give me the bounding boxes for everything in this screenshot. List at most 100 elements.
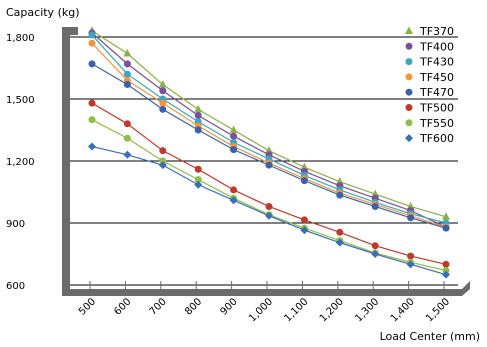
data-point-tf600-800	[194, 180, 203, 189]
data-point-tf470-500	[88, 60, 96, 68]
series-tf550	[88, 116, 450, 275]
legend-label-tf600: TF600	[419, 132, 454, 145]
data-point-tf500-1100	[300, 216, 308, 224]
y-tick-label-3: 1,500	[6, 95, 35, 106]
data-point-tf500-700	[159, 147, 167, 155]
series-line-tf450	[91, 42, 447, 228]
data-point-tf400-700	[159, 87, 167, 95]
data-point-tf600-900	[229, 196, 238, 205]
data-point-tf470-1300	[371, 202, 379, 210]
data-point-tf470-1100	[300, 177, 308, 185]
data-point-tf370-1400	[406, 201, 415, 210]
data-point-tf470-900	[230, 146, 238, 154]
y-tick-label-1: 900	[6, 219, 25, 230]
x-tick-label-8: 1,300	[353, 296, 381, 324]
data-point-tf600-600	[123, 150, 132, 159]
x-tick-label-10: 1,500	[424, 296, 452, 324]
series-tf600	[88, 142, 450, 279]
legend-marker-tf470	[405, 88, 413, 96]
series-tf500	[88, 99, 450, 268]
legend: TF370 TF400 TF430 TF450 TF470 TF500 TF550 TF600	[405, 25, 454, 145]
data-point-tf370-800	[194, 104, 203, 113]
series-tf370	[88, 26, 450, 220]
data-point-tf500-1000	[265, 202, 273, 210]
legend-marker-tf430	[405, 58, 413, 66]
data-point-tf370-1000	[265, 146, 273, 154]
data-point-tf550-600	[123, 134, 131, 142]
data-point-tf500-1500	[442, 260, 450, 268]
legend-marker-tf400	[405, 42, 413, 50]
series-line-tf500	[91, 102, 447, 265]
data-point-tf370-1200	[335, 177, 344, 185]
series-group	[88, 26, 450, 279]
data-point-tf600-1100	[300, 226, 309, 235]
legend-label-tf470: TF470	[419, 86, 454, 99]
data-point-tf450-500	[88, 39, 96, 47]
legend-label-tf370: TF370	[419, 25, 454, 38]
data-point-tf600-1200	[335, 238, 344, 247]
data-point-tf600-1500	[442, 270, 450, 279]
data-point-tf550-700	[159, 157, 167, 165]
legend-label-tf550: TF550	[419, 117, 454, 130]
data-point-tf500-900	[230, 186, 238, 194]
data-point-tf500-500	[88, 99, 96, 107]
data-point-tf550-500	[88, 116, 96, 124]
legend-marker-tf500	[405, 104, 413, 111]
series-line-tf370	[91, 30, 447, 218]
data-point-tf430-500	[88, 31, 96, 39]
x-tick-label-0: 500	[77, 296, 98, 317]
data-point-tf500-1200	[336, 228, 344, 236]
data-point-tf470-1500	[442, 224, 450, 232]
y-axis-bar	[62, 27, 70, 289]
x-tick-label-6: 1,100	[282, 296, 310, 324]
data-point-tf500-1400	[407, 252, 415, 260]
x-tick-label-9: 1,400	[389, 296, 417, 324]
x-tick-label-7: 1,200	[318, 296, 346, 324]
series-tf430	[88, 31, 450, 227]
data-point-tf600-700	[158, 161, 167, 170]
y-tick-label-2: 1,200	[6, 157, 35, 168]
legend-marker-tf450	[405, 73, 413, 81]
y-tick-label-0: 600	[6, 281, 25, 292]
data-point-tf600-1300	[371, 250, 380, 258]
series-line-tf430	[91, 34, 447, 224]
data-point-tf550-800	[194, 176, 202, 184]
data-point-tf470-600	[123, 81, 131, 89]
data-point-tf400-800	[194, 112, 202, 120]
data-point-tf470-1200	[336, 191, 344, 199]
axis-frame	[62, 27, 470, 296]
data-point-tf600-1400	[406, 260, 415, 269]
y-tick-labels: 600 900 1,200 1,500 1,800	[6, 33, 35, 292]
legend-label-tf400: TF400	[419, 40, 454, 53]
data-point-tf370-600	[123, 49, 132, 57]
data-point-tf470-800	[194, 126, 202, 134]
data-point-tf500-600	[123, 120, 131, 128]
data-point-tf370-1100	[300, 162, 309, 171]
series-line-tf550	[91, 119, 447, 272]
legend-marker-tf370	[405, 26, 413, 34]
x-tick-label-3: 800	[183, 296, 204, 317]
data-point-tf550-1500	[442, 267, 450, 275]
y-axis-title: Capacity (kg)	[6, 6, 80, 19]
x-tick-labels: 500 600 700 800 900 1,000 1,100 1,200 1,300 1,400…	[77, 296, 452, 324]
y-tick-label-4: 1,800	[6, 33, 35, 44]
x-axis-bar	[62, 281, 470, 296]
x-tick-label-2: 700	[148, 296, 169, 317]
data-point-tf470-1000	[265, 161, 273, 169]
data-point-tf430-600	[123, 70, 131, 78]
data-point-tf500-1300	[371, 242, 379, 250]
data-point-tf470-1400	[407, 214, 415, 222]
x-axis-title: Load Center (mm)	[380, 330, 480, 343]
x-tick-label-1: 600	[112, 296, 133, 317]
y-axis-cap	[62, 27, 78, 35]
x-tick-label-5: 1,000	[247, 296, 275, 324]
data-point-tf470-700	[159, 105, 167, 113]
legend-marker-tf550	[405, 119, 413, 127]
data-point-tf450-700	[159, 99, 167, 107]
legend-label-tf500: TF500	[419, 102, 454, 115]
legend-label-tf430: TF430	[419, 56, 454, 69]
data-point-tf500-800	[194, 165, 202, 173]
data-point-tf600-1000	[265, 211, 273, 220]
data-point-tf370-700	[158, 80, 167, 88]
